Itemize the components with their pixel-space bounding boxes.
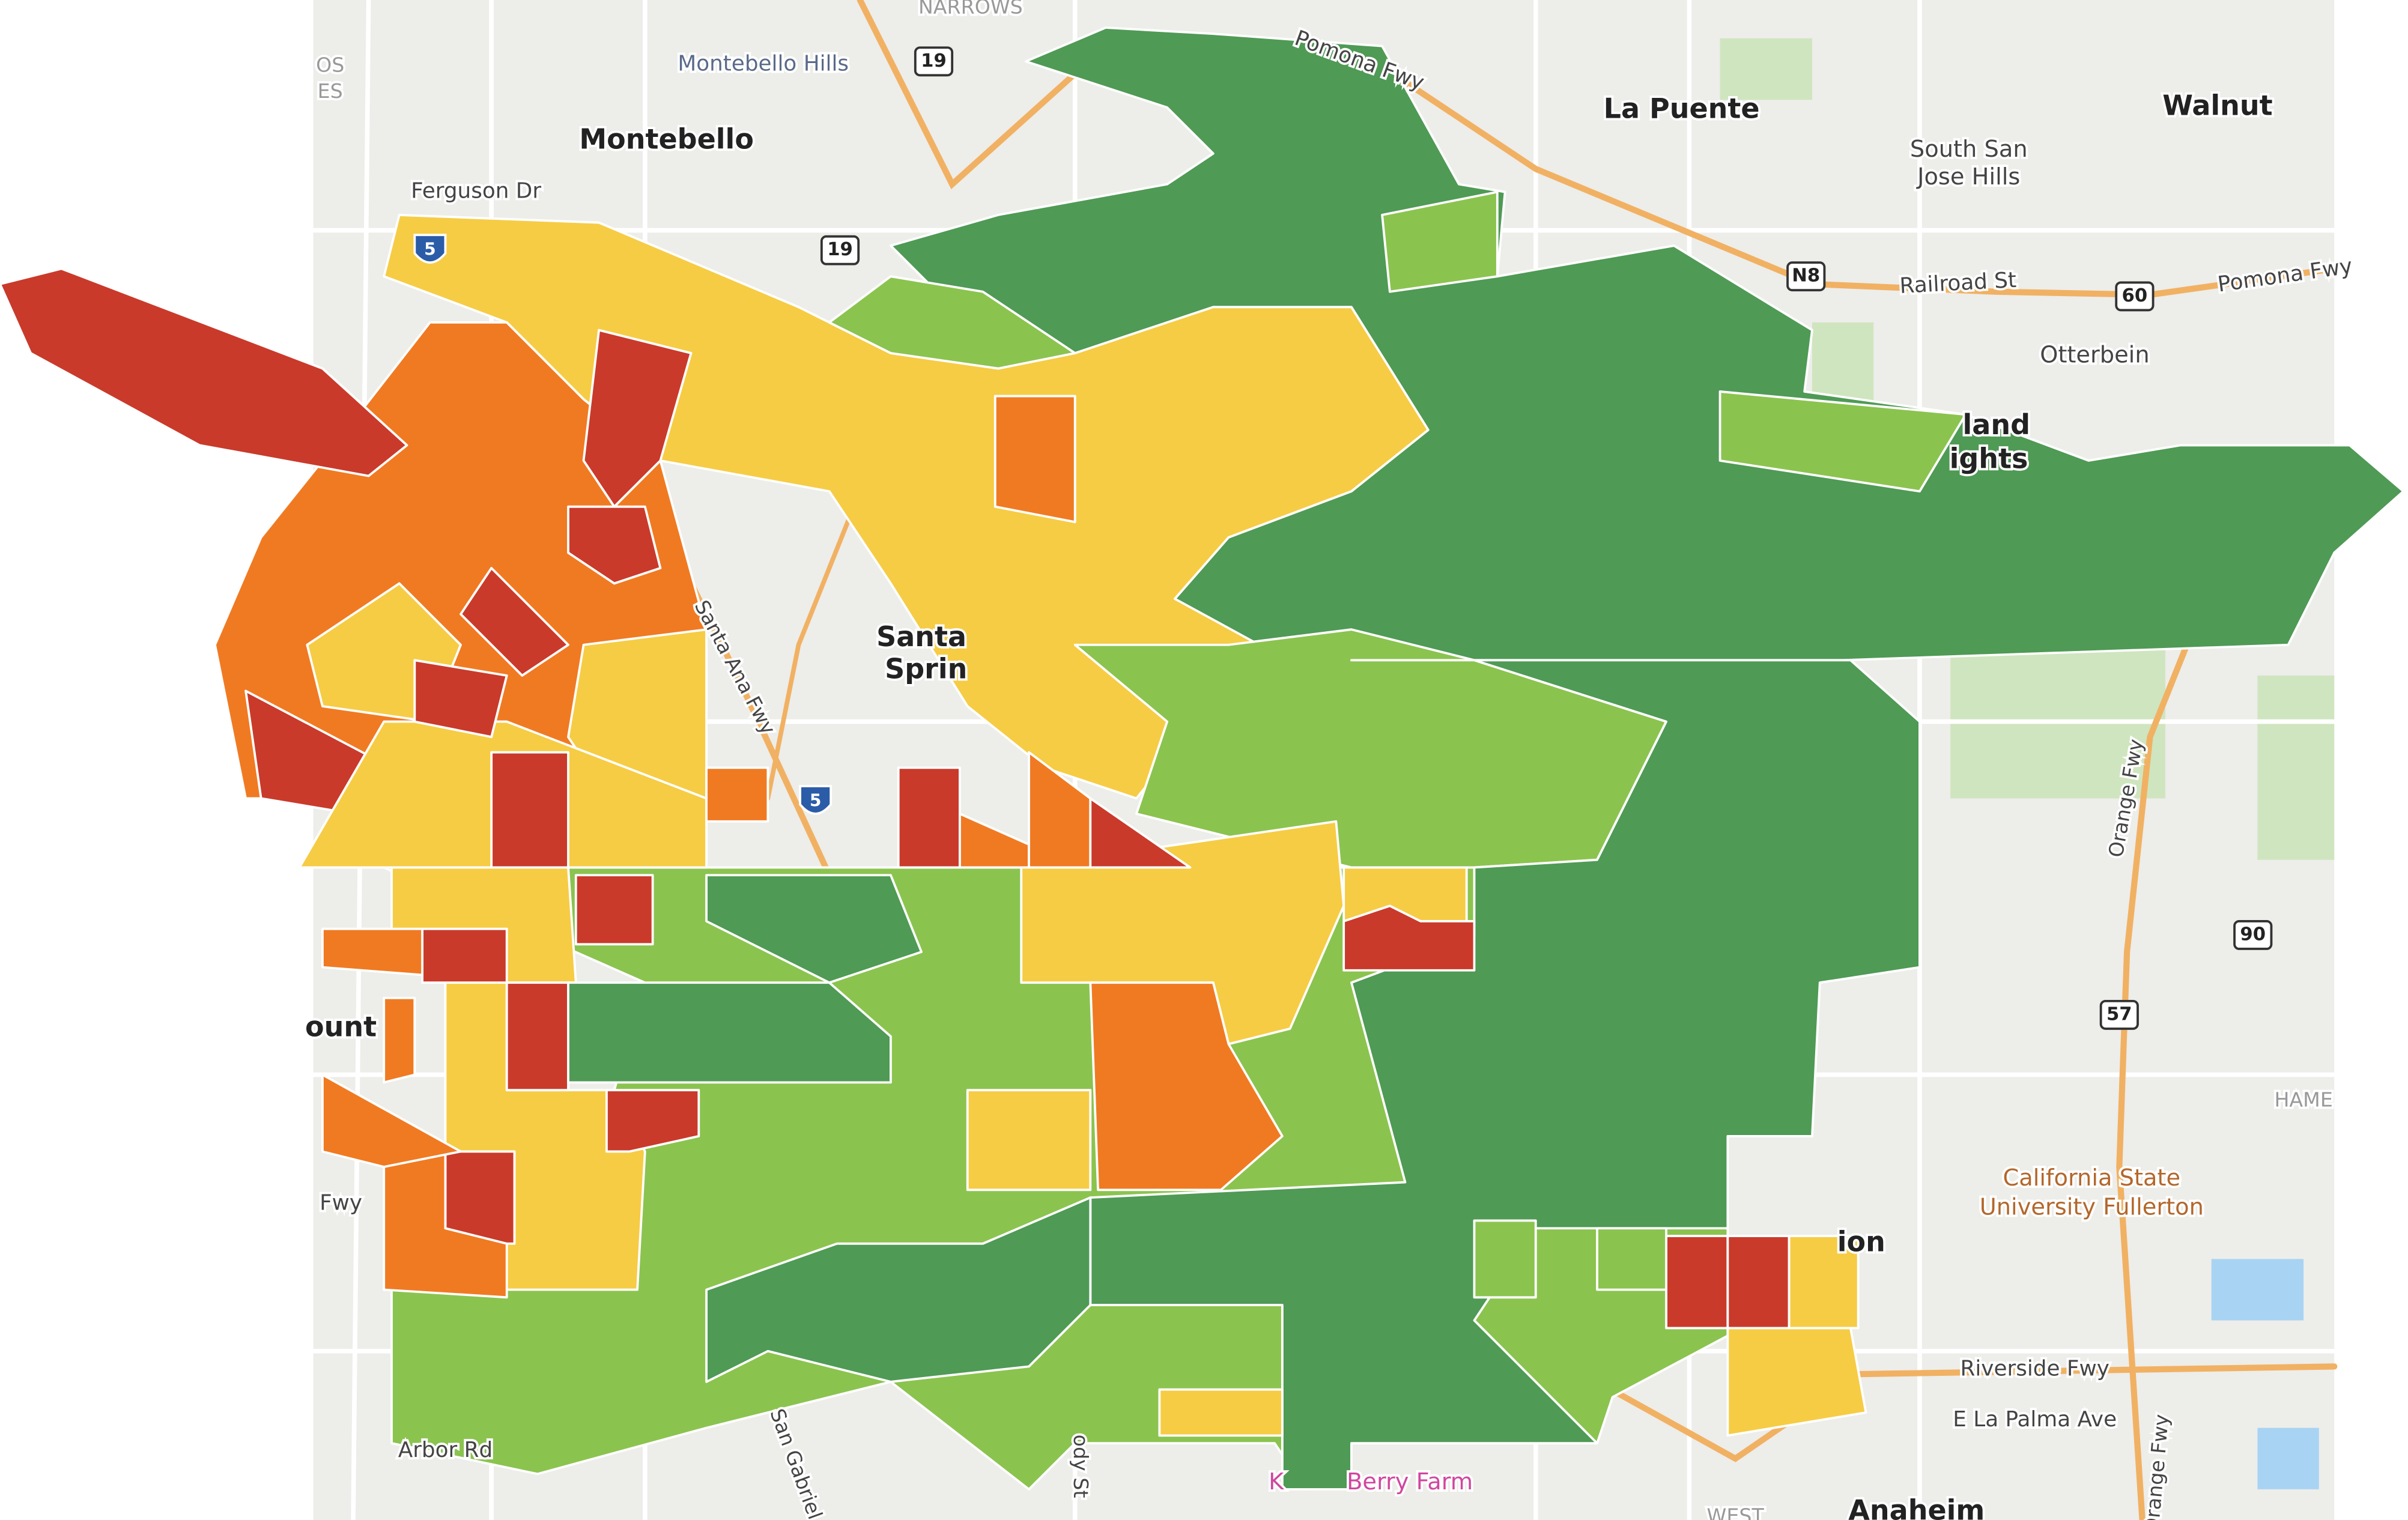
region	[1020, 820, 1345, 1046]
freeway	[765, 489, 863, 801]
interstate-shield	[413, 234, 447, 264]
region	[993, 395, 1076, 524]
shield-label: 90	[2240, 924, 2266, 945]
place-label: ount	[305, 1010, 377, 1043]
interstate-shield	[799, 785, 832, 815]
region	[582, 329, 693, 508]
region	[1089, 981, 1284, 1191]
place-label: Jose Hills	[1916, 163, 2020, 190]
region	[1381, 190, 1499, 293]
region	[1726, 1327, 1867, 1437]
water	[2257, 1428, 2319, 1489]
region	[321, 1073, 462, 1168]
place-label: Sprin	[885, 653, 967, 685]
road-shield	[2099, 999, 2139, 1030]
region	[421, 927, 508, 984]
place-label: ody St	[1069, 1435, 1093, 1498]
place-label: K	[1269, 1468, 1284, 1495]
shield-label: 5	[810, 791, 822, 811]
place-label: WEST	[1707, 1504, 1765, 1520]
place-label: Riverside Fwy	[1960, 1356, 2109, 1381]
region	[413, 659, 508, 739]
water	[2211, 1259, 2304, 1321]
region	[705, 874, 923, 984]
shield-label: 19	[921, 50, 947, 71]
shield-label: 5	[424, 240, 436, 259]
region	[605, 1089, 700, 1153]
place-label: HAME	[2274, 1088, 2332, 1112]
road-shield	[914, 46, 954, 77]
region	[1718, 390, 1967, 493]
place-label: land	[1963, 408, 2030, 441]
region	[1665, 1235, 1729, 1330]
region	[1596, 1227, 1668, 1291]
freeway	[857, 0, 2338, 298]
place-label: South San	[1910, 136, 2028, 163]
region	[1158, 1388, 1284, 1437]
place-label: Berry Farm	[1347, 1468, 1473, 1495]
place-label: California State	[2003, 1164, 2180, 1191]
place-label: ion	[1837, 1225, 1885, 1258]
place-label: Walnut	[2162, 89, 2272, 121]
place-label: Montebello	[579, 123, 754, 156]
place-label: University Fullerton	[1980, 1194, 2204, 1221]
place-label: Montebello Hills	[678, 51, 849, 76]
road-shield	[2115, 281, 2155, 312]
place-label: Fwy	[320, 1190, 362, 1215]
region	[705, 766, 769, 823]
place-label: Otterbein	[2040, 342, 2149, 369]
shield-label: 19	[827, 239, 853, 260]
region	[1473, 1219, 1537, 1299]
place-label: La Puente	[1604, 92, 1760, 125]
place-label: Anaheim	[1848, 1494, 1985, 1520]
region	[0, 267, 408, 477]
park	[1720, 38, 1812, 100]
region	[383, 996, 416, 1084]
region	[490, 751, 569, 869]
regions	[0, 26, 2405, 1491]
region	[1726, 1235, 1791, 1330]
region	[966, 1089, 1092, 1191]
shield-label: 57	[2106, 1004, 2132, 1025]
region	[505, 981, 569, 1092]
region	[1089, 797, 1192, 869]
place-label: Ferguson Dr	[411, 179, 541, 204]
place-label: ights	[1950, 442, 2028, 474]
region	[1342, 904, 1476, 972]
road-shield	[1786, 261, 1826, 292]
road-shield	[820, 235, 860, 265]
shield-label: N8	[1792, 265, 1820, 286]
region	[1089, 659, 1921, 1491]
place-label: NARROWS	[918, 0, 1023, 18]
region	[321, 927, 424, 976]
place-label: Santa	[876, 620, 966, 653]
region	[574, 874, 654, 946]
region	[828, 275, 1076, 370]
park	[2257, 675, 2335, 860]
region	[897, 766, 961, 869]
water	[2211, 1259, 2319, 1489]
freeway	[2116, 580, 2215, 1520]
place-label: OS	[316, 53, 344, 76]
region	[1788, 1235, 1860, 1330]
road-shield	[2233, 920, 2273, 950]
shield-label: 60	[2122, 285, 2148, 306]
place-label: Arbor Rd	[398, 1438, 493, 1462]
region	[705, 1196, 1092, 1383]
region	[459, 567, 569, 677]
place-label: E La Palma Ave	[1953, 1407, 2117, 1432]
place-label: ES	[318, 79, 343, 103]
region	[567, 981, 892, 1084]
region	[567, 505, 662, 585]
